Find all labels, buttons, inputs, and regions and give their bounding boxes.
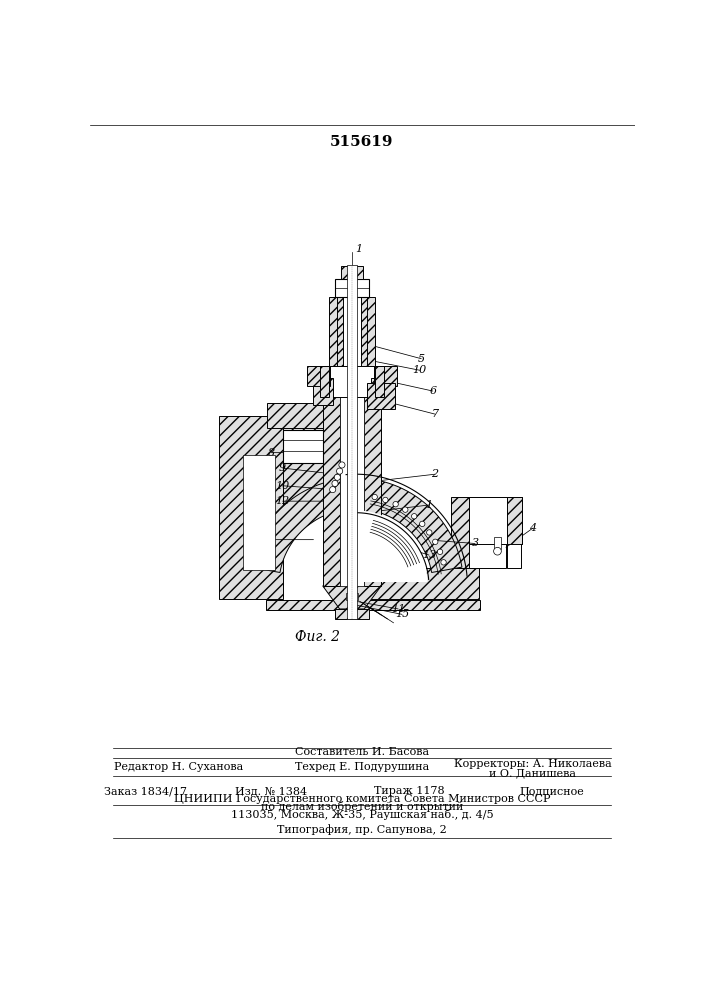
Polygon shape [250, 478, 462, 572]
Circle shape [426, 530, 432, 535]
Text: Составитель И. Басова: Составитель И. Басова [295, 747, 429, 757]
Text: 2: 2 [431, 469, 438, 479]
Text: Техред Е. Подурушина: Техред Е. Подурушина [295, 762, 429, 772]
Polygon shape [313, 378, 333, 405]
Text: 13: 13 [422, 550, 436, 560]
Text: 8: 8 [267, 448, 274, 458]
Polygon shape [243, 455, 275, 570]
Polygon shape [346, 265, 357, 619]
Polygon shape [329, 297, 340, 366]
Polygon shape [356, 510, 428, 582]
Polygon shape [308, 366, 330, 386]
Text: и О. Данишева: и О. Данишева [489, 768, 576, 778]
Text: 12: 12 [276, 496, 290, 506]
Text: 10: 10 [413, 365, 427, 375]
Text: Типография, пр. Сапунова, 2: Типография, пр. Сапунова, 2 [277, 825, 447, 835]
Text: 7: 7 [431, 409, 438, 419]
Text: 6: 6 [429, 386, 436, 396]
Circle shape [382, 497, 388, 503]
Polygon shape [335, 279, 369, 297]
Polygon shape [469, 497, 521, 568]
Polygon shape [322, 397, 339, 586]
Polygon shape [320, 366, 329, 397]
Polygon shape [266, 600, 480, 610]
Polygon shape [337, 297, 343, 366]
Text: Фиг. 2: Фиг. 2 [295, 630, 340, 644]
Text: Тираж 1178: Тираж 1178 [375, 786, 445, 796]
Polygon shape [368, 383, 395, 409]
Text: 113035, Москва, Ж-35, Раушская наб., д. 4/5: 113035, Москва, Ж-35, Раушская наб., д. … [230, 809, 493, 820]
Polygon shape [507, 497, 522, 544]
Circle shape [433, 539, 438, 544]
Text: Изд. № 1384: Изд. № 1384 [235, 786, 307, 796]
Circle shape [334, 474, 340, 480]
Polygon shape [335, 609, 369, 619]
Circle shape [493, 547, 501, 555]
Polygon shape [364, 397, 381, 586]
Circle shape [329, 487, 336, 493]
Polygon shape [283, 416, 329, 513]
Text: Заказ 1834/17: Заказ 1834/17 [104, 786, 187, 796]
Text: 14: 14 [256, 535, 271, 545]
Polygon shape [361, 297, 368, 366]
Circle shape [402, 507, 408, 512]
Text: 9: 9 [279, 463, 286, 473]
Text: 10: 10 [276, 481, 290, 491]
Polygon shape [341, 266, 363, 279]
Polygon shape [494, 537, 501, 549]
Polygon shape [469, 497, 506, 568]
Polygon shape [368, 568, 479, 599]
Circle shape [337, 468, 343, 474]
Polygon shape [339, 397, 364, 586]
Polygon shape [363, 297, 375, 366]
Circle shape [372, 494, 378, 500]
Polygon shape [507, 497, 522, 544]
Text: Редактор Н. Суханова: Редактор Н. Суханова [114, 762, 243, 772]
Text: 5: 5 [418, 354, 425, 364]
Text: Подписное: Подписное [520, 786, 585, 796]
Text: 515619: 515619 [330, 135, 394, 149]
Polygon shape [450, 497, 479, 568]
Text: 11: 11 [391, 604, 405, 614]
Circle shape [332, 480, 338, 487]
Text: по делам изобретений и открытий: по делам изобретений и открытий [261, 801, 463, 812]
Text: 4: 4 [530, 523, 537, 533]
Polygon shape [375, 366, 385, 397]
Text: 15: 15 [395, 609, 409, 619]
Polygon shape [283, 430, 322, 463]
Polygon shape [267, 403, 329, 428]
Polygon shape [371, 378, 395, 405]
Text: ЦНИИПИ Государственного комитета Совета Министров СССР: ЦНИИПИ Государственного комитета Совета … [174, 794, 550, 804]
Text: 1: 1 [426, 500, 433, 510]
Circle shape [419, 521, 425, 527]
Polygon shape [320, 366, 385, 397]
Polygon shape [348, 589, 356, 610]
Circle shape [393, 501, 398, 507]
Circle shape [438, 549, 443, 555]
Polygon shape [373, 366, 397, 386]
Polygon shape [322, 586, 381, 609]
Circle shape [441, 560, 446, 565]
Circle shape [411, 514, 417, 519]
Polygon shape [218, 416, 283, 599]
Polygon shape [346, 593, 358, 600]
Text: 1: 1 [355, 244, 362, 254]
Text: 3: 3 [472, 538, 479, 548]
Text: Корректоры: А. Николаева: Корректоры: А. Николаева [454, 759, 612, 769]
Circle shape [339, 462, 345, 468]
